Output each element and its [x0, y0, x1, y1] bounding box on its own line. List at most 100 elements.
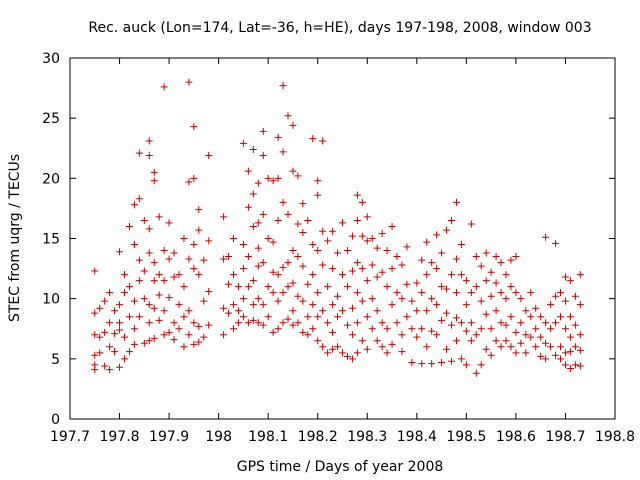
x-tick-label: 198.1: [248, 429, 288, 445]
data-point: [259, 151, 267, 159]
data-point: [125, 313, 133, 321]
data-point: [487, 325, 495, 333]
data-point: [111, 307, 119, 315]
data-point: [398, 295, 406, 303]
x-tick-label: 197.9: [149, 429, 189, 445]
data-point: [527, 313, 535, 321]
data-points: [91, 78, 584, 377]
data-point: [428, 327, 436, 335]
data-point: [452, 337, 460, 345]
data-point: [130, 340, 138, 348]
data-point: [135, 256, 143, 264]
data-point: [150, 259, 158, 267]
x-tick-label: 198.5: [446, 429, 486, 445]
data-point: [557, 313, 564, 321]
data-point: [457, 271, 465, 279]
data-point: [418, 325, 426, 333]
data-point: [388, 222, 396, 230]
data-point: [527, 289, 535, 297]
data-point: [125, 222, 133, 230]
data-point: [358, 297, 366, 305]
data-point: [239, 295, 247, 303]
data-point: [566, 277, 574, 285]
data-point: [259, 210, 267, 218]
data-point: [368, 261, 376, 269]
data-point: [423, 271, 431, 279]
data-point: [353, 349, 361, 357]
data-point: [155, 316, 163, 324]
data-point: [249, 190, 257, 198]
data-point: [457, 319, 465, 327]
data-point: [576, 301, 584, 309]
data-point: [160, 277, 168, 285]
data-point: [259, 321, 267, 329]
data-point: [547, 301, 555, 309]
data-point: [274, 271, 282, 279]
data-point: [368, 295, 376, 303]
x-tick-label: 198.2: [298, 429, 338, 445]
data-point: [254, 319, 262, 327]
data-point: [472, 283, 480, 291]
data-point: [378, 319, 386, 327]
data-point: [542, 355, 550, 363]
data-point: [106, 366, 114, 374]
y-tick-label: 10: [42, 292, 60, 308]
data-point: [462, 361, 470, 369]
data-point: [140, 267, 148, 275]
data-point: [309, 301, 317, 309]
data-point: [170, 273, 178, 281]
data-point: [304, 216, 312, 224]
data-point: [329, 328, 337, 336]
data-point: [175, 325, 183, 333]
data-point: [299, 200, 307, 208]
data-point: [472, 369, 480, 377]
data-point: [116, 319, 124, 327]
data-point: [155, 291, 163, 299]
data-point: [388, 265, 396, 273]
data-point: [299, 228, 307, 236]
data-point: [264, 313, 272, 321]
data-point: [195, 338, 203, 346]
data-point: [517, 295, 525, 303]
data-point: [314, 289, 322, 297]
data-point: [106, 319, 114, 327]
data-point: [527, 333, 535, 341]
data-point: [492, 253, 500, 261]
data-point: [299, 297, 307, 305]
data-point: [96, 304, 104, 312]
data-point: [314, 337, 322, 345]
data-point: [225, 309, 233, 317]
data-point: [294, 220, 302, 228]
data-point: [230, 271, 237, 279]
data-point: [304, 280, 312, 288]
data-point: [477, 297, 485, 305]
data-point: [452, 198, 460, 206]
data-point: [165, 293, 173, 301]
data-point: [135, 149, 143, 157]
data-point: [130, 297, 138, 305]
data-point: [91, 351, 99, 359]
data-point: [190, 123, 198, 131]
data-point: [512, 253, 520, 261]
data-point: [150, 304, 158, 312]
data-point: [244, 203, 252, 211]
data-point: [101, 328, 109, 336]
data-point: [254, 179, 262, 187]
data-point: [448, 271, 455, 279]
data-point: [244, 167, 252, 175]
data-point: [373, 337, 381, 345]
data-point: [552, 239, 560, 247]
data-point: [205, 287, 213, 295]
data-point: [561, 273, 569, 281]
data-point: [289, 167, 297, 175]
data-point: [185, 331, 193, 339]
data-point: [145, 137, 153, 145]
data-point: [358, 232, 366, 240]
data-point: [279, 289, 287, 297]
data-point: [160, 331, 168, 339]
data-point: [507, 283, 515, 291]
data-point: [537, 352, 545, 360]
data-point: [443, 226, 451, 234]
x-tick-label: 198.6: [496, 429, 536, 445]
x-tick-label: 198.4: [397, 429, 437, 445]
